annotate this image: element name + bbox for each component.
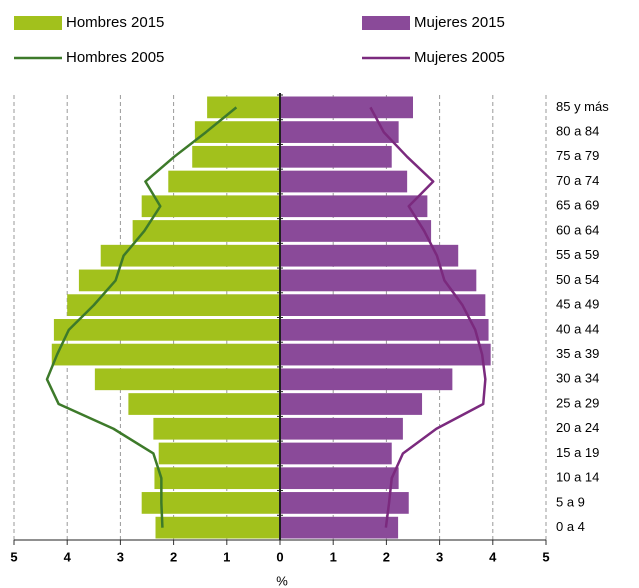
legend-label: Mujeres 2005 (414, 49, 505, 66)
bar (280, 417, 403, 440)
x-tick-label: 0 (276, 549, 283, 564)
bar (280, 294, 486, 316)
line (45, 106, 238, 528)
category-label: 55 a 59 (556, 247, 599, 262)
x-tick-label: 3 (117, 549, 124, 564)
category-label: 25 a 29 (556, 395, 599, 410)
category-label: 10 a 14 (556, 470, 599, 485)
bar (280, 516, 399, 539)
legend: Hombres 2015 Mujeres 2015 Hombres 2005 Muje… (14, 14, 505, 66)
category-label: 40 a 44 (556, 321, 599, 336)
category-label: 0 a 4 (556, 519, 585, 534)
category-label: 15 a 19 (556, 445, 599, 460)
bar (280, 343, 491, 366)
category-label: 75 a 79 (556, 148, 599, 163)
x-tick-label: 5 (542, 549, 549, 564)
x-tick-label: 1 (330, 549, 337, 564)
bar (280, 368, 453, 391)
legend-label: Hombres 2005 (66, 49, 164, 66)
x-tick-label: 2 (170, 549, 177, 564)
category-label: 5 a 9 (556, 494, 585, 509)
x-tick-label: 2 (383, 549, 390, 564)
x-tick-label: 4 (64, 549, 72, 564)
legend-swatch (362, 16, 410, 30)
category-label: 60 a 64 (556, 222, 599, 237)
bar (280, 170, 408, 193)
bar (280, 121, 399, 143)
line (369, 106, 487, 528)
category-label: 50 a 54 (556, 272, 599, 287)
x-tick-label: 3 (436, 549, 443, 564)
bar (141, 492, 280, 514)
legend-label: Hombres 2015 (66, 14, 164, 31)
bar (280, 269, 477, 292)
bar (192, 145, 280, 168)
bar (94, 368, 280, 391)
category-label: 35 a 39 (556, 346, 599, 361)
bar (280, 393, 423, 415)
bar (100, 244, 280, 267)
bar (141, 195, 280, 218)
category-label: 20 a 24 (556, 420, 599, 435)
bar (280, 96, 413, 119)
bar (51, 343, 280, 366)
category-label: 80 a 84 (556, 124, 599, 139)
bar (168, 170, 280, 193)
bar (280, 195, 428, 218)
x-tick-label: 1 (223, 549, 230, 564)
bar (132, 220, 280, 242)
bar (280, 145, 392, 168)
bar (280, 492, 409, 514)
bar (67, 294, 280, 316)
bar (207, 96, 280, 119)
bar (280, 319, 489, 341)
bar (154, 467, 280, 490)
bar (194, 121, 280, 143)
category-label: 45 a 49 (556, 297, 599, 312)
category-label: 65 a 69 (556, 198, 599, 213)
bar (158, 442, 280, 465)
bar (78, 269, 281, 292)
bar (280, 467, 399, 490)
category-label: 30 a 34 (556, 371, 599, 386)
x-axis-label: % (276, 573, 288, 588)
bar (280, 220, 432, 242)
bar (128, 393, 280, 415)
category-label: 70 a 74 (556, 173, 599, 188)
category-label: 85 y más (556, 99, 609, 114)
bar (53, 319, 281, 341)
bar (280, 244, 459, 267)
legend-label: Mujeres 2015 (414, 14, 505, 31)
bar (153, 417, 280, 440)
legend-swatch (14, 16, 62, 30)
bar (280, 442, 392, 465)
x-tick-label: 5 (10, 549, 17, 564)
x-tick-label: 4 (489, 549, 497, 564)
bar (155, 516, 280, 539)
